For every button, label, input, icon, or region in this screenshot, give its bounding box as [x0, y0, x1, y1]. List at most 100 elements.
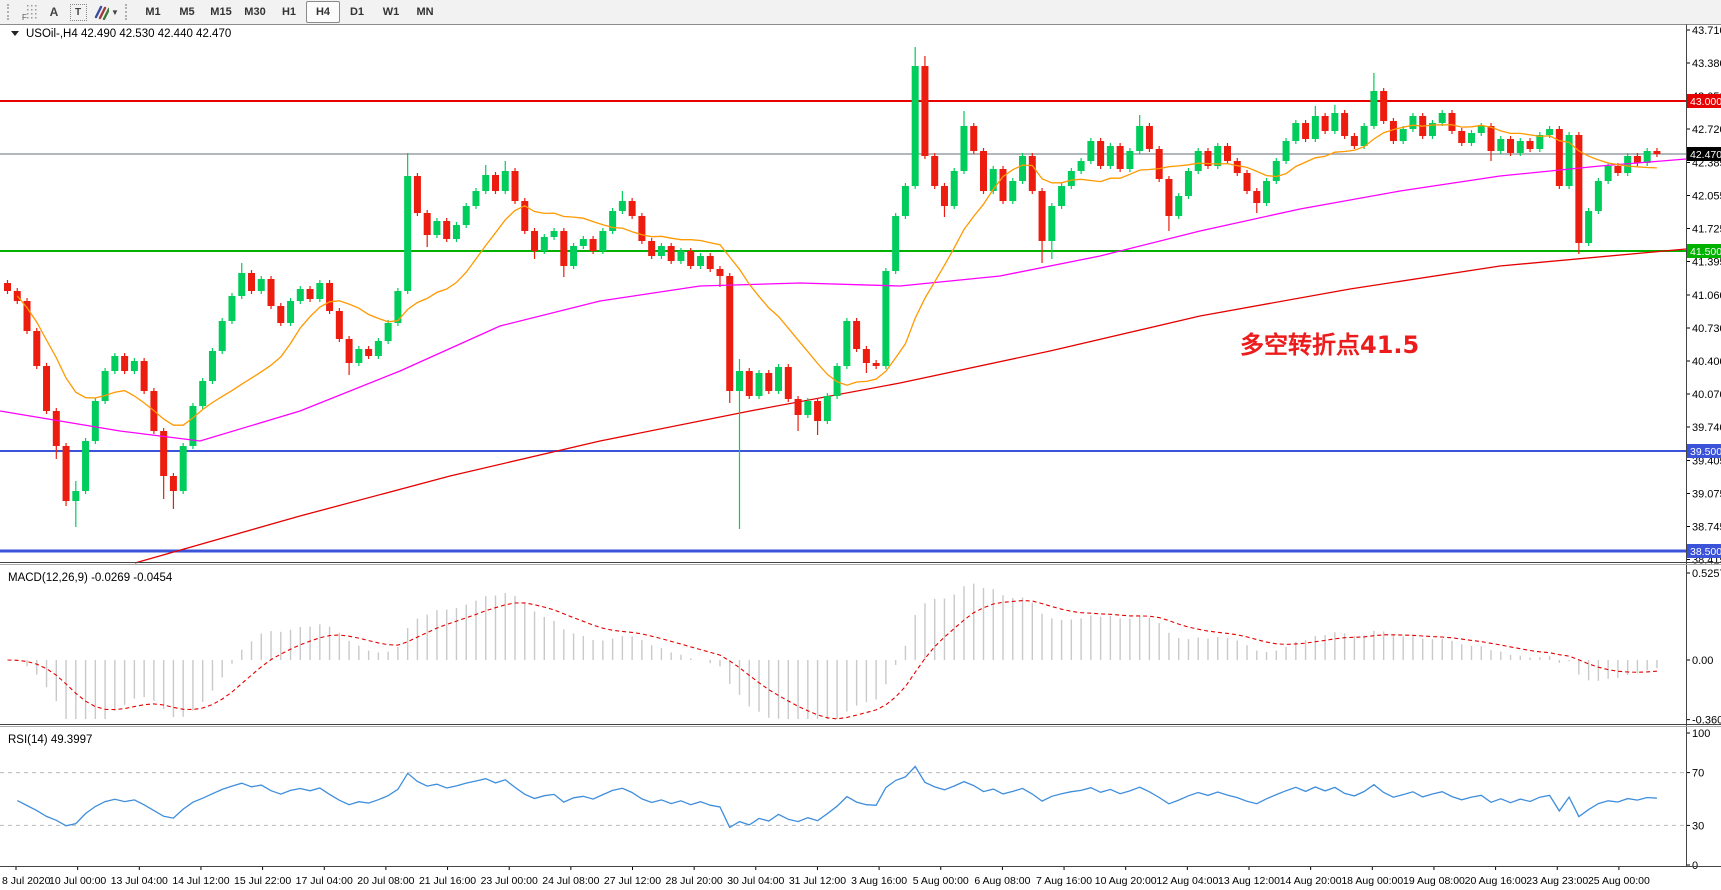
candle — [101, 371, 109, 401]
price-badge — [1687, 544, 1721, 558]
chart-title: USOil-,H4 42.490 42.530 42.440 42.470 — [26, 28, 231, 40]
price-badge-label: 41.500 — [1690, 246, 1721, 258]
tab-h1[interactable]: H1 — [281, 6, 297, 18]
candle — [1263, 181, 1271, 203]
price-badge — [1687, 94, 1721, 108]
candle — [716, 269, 724, 276]
text-label-button[interactable]: T — [66, 2, 90, 22]
tab-d1[interactable]: D1 — [349, 6, 365, 18]
candle — [540, 237, 548, 251]
candle — [570, 246, 578, 266]
date-axis-label: 13 Jul 04:00 — [111, 875, 168, 887]
grid-f-icon[interactable]: F — [18, 2, 42, 22]
date-axis-label: 31 Jul 12:00 — [789, 875, 846, 887]
candle — [706, 256, 714, 269]
toolbar-grip[interactable] — [7, 4, 12, 20]
date-axis-label: 10 Aug 20:00 — [1095, 875, 1157, 887]
date-axis-label: 18 Aug 00:00 — [1341, 875, 1403, 887]
tab-m1[interactable]: M1 — [145, 6, 161, 18]
date-axis-label: 23 Aug 23:00 — [1526, 875, 1588, 887]
tab-m5[interactable]: M5 — [179, 6, 195, 18]
candle — [1087, 141, 1095, 161]
tab-mn[interactable]: MN — [416, 6, 434, 18]
candle — [560, 231, 568, 266]
price-axis-label: 43.710 — [1692, 25, 1721, 37]
candle — [1526, 141, 1534, 149]
candle — [726, 276, 734, 391]
candle — [1292, 123, 1300, 141]
tab-m30[interactable]: M30 — [244, 6, 266, 18]
date-axis-label: 14 Aug 20:00 — [1280, 875, 1342, 887]
macd-panel: 0.5257 0.00 -0.3603 — [7, 568, 1721, 727]
tab-m15[interactable]: M15 — [210, 6, 232, 18]
price-axis-label: 42.055 — [1692, 191, 1721, 203]
price-badge — [1687, 244, 1721, 258]
macd-indicator-label: MACD(12,26,9) -0.0269 -0.0454 — [8, 572, 173, 584]
candle — [33, 331, 41, 366]
candle — [1175, 196, 1183, 216]
price-axis-label: 43.380 — [1692, 58, 1721, 70]
candle — [1360, 126, 1368, 146]
candle — [189, 406, 197, 446]
candle — [374, 341, 382, 356]
price-axis-label: 38.745 — [1692, 522, 1721, 534]
candle — [1565, 135, 1573, 186]
candle — [1145, 126, 1153, 149]
chart-canvas[interactable] — [0, 24, 1686, 866]
candle — [579, 239, 587, 246]
rsi-indicator-label: RSI(14) 49.3997 — [8, 734, 92, 746]
candle — [1194, 151, 1202, 171]
toolbar-grip-2[interactable] — [125, 4, 130, 20]
candle — [892, 216, 900, 271]
title-dropdown-icon[interactable] — [11, 31, 19, 36]
price-axis-label: 39.405 — [1692, 456, 1721, 468]
macd-axis-label: 0.5257 — [1692, 568, 1721, 580]
tab-w1[interactable]: W1 — [382, 6, 400, 18]
macd-axis-label: -0.3603 — [1692, 715, 1721, 727]
candle — [1546, 129, 1554, 135]
candle — [1487, 126, 1495, 151]
date-axis-label: 21 Jul 16:00 — [419, 875, 476, 887]
candle — [1448, 113, 1456, 131]
candle — [1106, 146, 1114, 166]
candle — [1575, 135, 1583, 243]
candle — [384, 323, 392, 341]
price-badge-label: 42.470 — [1690, 149, 1721, 161]
date-axis-label: 3 Aug 16:00 — [851, 875, 907, 887]
candle — [326, 283, 334, 311]
candle — [43, 366, 51, 411]
candle — [23, 301, 31, 331]
price-axis-label: 40.730 — [1692, 323, 1721, 335]
candle — [989, 169, 997, 191]
date-axis-label: 25 Aug 00:00 — [1588, 875, 1650, 887]
a-icon: A — [49, 5, 59, 19]
candle — [355, 349, 363, 363]
text-a-button[interactable]: A — [42, 2, 66, 22]
candle — [140, 361, 148, 391]
rsi-axis-label: 70 — [1692, 768, 1704, 780]
date-axis-label: 15 Jul 22:00 — [234, 875, 291, 887]
price-axis-label: 42.720 — [1692, 124, 1721, 136]
candle — [238, 273, 246, 296]
candle — [1614, 166, 1622, 173]
annotation-text: 多空转折点41.5 — [1240, 331, 1419, 359]
candle — [823, 396, 831, 421]
candle — [316, 283, 324, 299]
candle — [696, 256, 704, 266]
chevron-down-icon: ▼ — [111, 7, 119, 17]
candle — [296, 289, 304, 301]
date-axis-label: 10 Jul 00:00 — [49, 875, 106, 887]
candle — [677, 251, 685, 261]
date-axis-label: 24 Jul 08:00 — [542, 875, 599, 887]
candle — [550, 231, 558, 237]
f-glyph: F — [22, 13, 27, 21]
candle — [257, 279, 265, 291]
candle — [755, 373, 763, 396]
price-axis[interactable]: 43.71043.38043.05042.72042.38542.05541.7… — [1686, 25, 1721, 567]
crayons-button[interactable]: ▼ — [90, 2, 122, 22]
candle — [394, 291, 402, 323]
tab-h4-selected[interactable]: H4 — [306, 1, 340, 23]
candle — [980, 151, 987, 191]
